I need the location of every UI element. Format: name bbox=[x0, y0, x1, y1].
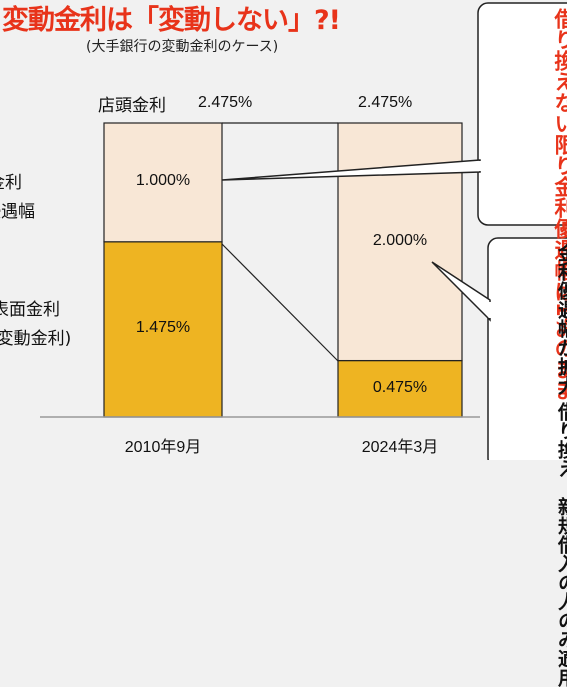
total-label-2024: 2.475% bbox=[358, 94, 413, 111]
pref-label-line2: 優遇幅 bbox=[0, 202, 35, 222]
base-label-line1: 表面金利 bbox=[0, 300, 60, 320]
bar-segment-1-0 bbox=[103, 122, 223, 243]
callout-bottom-text: 金利優遇幅が拡大 借り換え、新規借入の人のみ適用 bbox=[555, 243, 567, 687]
connector-bottom bbox=[221, 243, 339, 362]
callout-top bbox=[221, 2, 567, 226]
callout-bottom bbox=[431, 237, 567, 460]
category-label-2024: 2024年3月 bbox=[361, 439, 439, 456]
store-rate-label: 店頭金利 bbox=[98, 96, 166, 116]
bar-label-2024-pref: 2.000% bbox=[372, 231, 428, 249]
category-label-2010: 2010年9月 bbox=[124, 439, 202, 456]
callout-top-text: 借り換えない限り金利優遇幅は1%のまま bbox=[552, 8, 567, 401]
bar-label-2010-base: 1.475% bbox=[135, 319, 191, 337]
chart-title: 変動金利は「変動しない」?! bbox=[2, 5, 341, 36]
chart-subtitle: (大手銀行の変動金利のケース) bbox=[86, 39, 279, 55]
bar-label-2010-pref: 1.000% bbox=[135, 172, 191, 190]
chart-plot bbox=[40, 2, 567, 460]
bar-label-2024-base: 0.475% bbox=[372, 378, 428, 396]
total-label-2010: 2.475% bbox=[198, 94, 253, 111]
pref-label-line1: 金利 bbox=[0, 173, 22, 193]
bar-segment-0-0 bbox=[103, 241, 223, 418]
base-label-line2: (変動金利) bbox=[0, 329, 72, 349]
